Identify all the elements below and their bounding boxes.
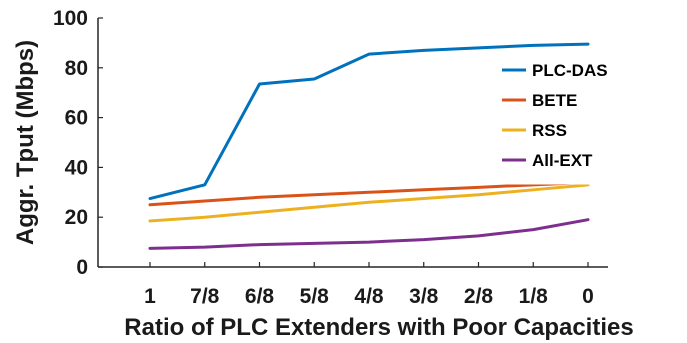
- y-tick-label: 40: [65, 156, 88, 179]
- plot-area: 0 20 40 60 80 100 1 7/8 6/8 5/8 4/8 3/8 2/8 1/8 0: [53, 7, 608, 308]
- x-axis-title: Ratio of PLC Extenders with Poor Capacit…: [124, 314, 633, 341]
- series-line-plc-das: [148, 42, 590, 201]
- x-tick-label: 3/8: [409, 285, 439, 308]
- y-tick-label: 100: [53, 7, 88, 30]
- x-tick-label: 7/8: [190, 285, 220, 308]
- legend-label: RSS: [532, 121, 567, 140]
- x-tick-label: 6/8: [245, 285, 275, 308]
- x-tick-label: 4/8: [354, 285, 384, 308]
- legend-label: All-EXT: [532, 151, 593, 170]
- y-tick-label: 80: [65, 57, 88, 80]
- legend-label: BETE: [532, 91, 577, 110]
- series-line-bete: [148, 180, 590, 207]
- x-tick-group: 1 7/8 6/8 5/8 4/8 3/8 2/8 1/8 0: [144, 262, 594, 308]
- legend: PLC-DAS BETE RSS All-EXT: [497, 53, 608, 185]
- series-line-all-ext: [148, 218, 590, 250]
- x-tick-label: 0: [582, 285, 594, 308]
- series-lines: [148, 42, 590, 250]
- y-tick-label: 60: [65, 107, 88, 130]
- x-tick-label: 1/8: [519, 285, 549, 308]
- series-line-rss: [148, 183, 590, 223]
- legend-box: [497, 53, 607, 185]
- y-tick-group: 0 20 40 60 80 100: [53, 7, 103, 279]
- y-tick-label: 20: [65, 206, 88, 229]
- y-tick-label: 0: [76, 256, 88, 279]
- x-tick-label: 5/8: [300, 285, 330, 308]
- x-tick-label: 2/8: [464, 285, 494, 308]
- x-tick-label: 1: [144, 285, 156, 308]
- legend-label: PLC-DAS: [532, 61, 608, 80]
- y-axis-title: Aggr. Tput (Mbps): [12, 40, 39, 245]
